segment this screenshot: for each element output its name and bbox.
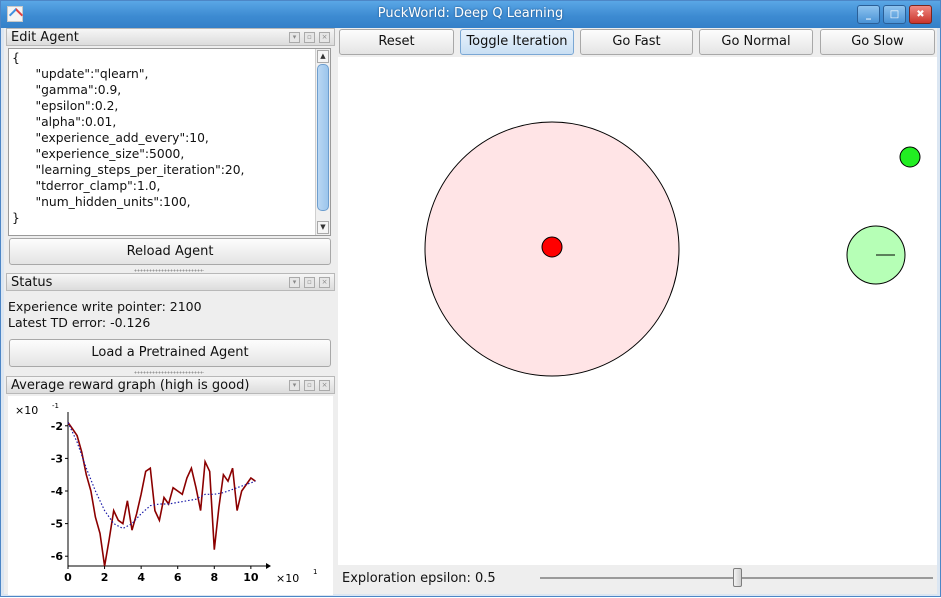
- reward-chart: 0 2 4 6 8 10 -2 -3 -4 -5 -6 ×10 -1 ×10 1: [15, 402, 317, 585]
- panel-close-icon[interactable]: ×: [319, 277, 330, 288]
- go-normal-button[interactable]: Go Normal: [699, 29, 813, 55]
- close-button[interactable]: ✖: [909, 5, 932, 24]
- experience-pointer-text: Experience write pointer: 2100: [8, 299, 202, 314]
- panel-restore-icon[interactable]: ▫: [304, 277, 315, 288]
- epsilon-slider-thumb[interactable]: [733, 568, 742, 587]
- x-tick-label: 6: [174, 571, 182, 584]
- panel-close-icon[interactable]: ×: [319, 32, 330, 43]
- load-pretrained-button[interactable]: Load a Pretrained Agent: [9, 339, 331, 367]
- agent-spec-editor[interactable]: { "update":"qlearn", "gamma":0.9, "epsil…: [8, 48, 331, 236]
- scroll-up-icon[interactable]: ▲: [317, 50, 329, 63]
- toggle-iteration-button[interactable]: Toggle Iteration: [460, 29, 574, 55]
- x-exponent-label: ×10: [276, 572, 299, 585]
- reward-graph-panel: Average reward graph (high is good) ▾ ▫ …: [6, 376, 335, 595]
- x-tick-label: 10: [243, 571, 259, 584]
- x-exponent-power: 1: [313, 568, 317, 576]
- y-tick-label: -6: [51, 550, 64, 563]
- edit-agent-header[interactable]: Edit Agent ▾ ▫ ×: [6, 28, 335, 46]
- scroll-down-icon[interactable]: ▼: [317, 221, 329, 234]
- panel-restore-icon[interactable]: ▫: [304, 32, 315, 43]
- window-title: PuckWorld: Deep Q Learning: [377, 6, 564, 21]
- x-tick-label: 4: [137, 571, 145, 584]
- title-bar[interactable]: PuckWorld: Deep Q Learning _ □ ✖: [1, 1, 940, 28]
- agent-spec-text[interactable]: { "update":"qlearn", "gamma":0.9, "epsil…: [12, 51, 245, 225]
- x-axis-arrow: [266, 563, 271, 569]
- edit-agent-title: Edit Agent: [11, 30, 79, 45]
- app-icon: [7, 6, 23, 22]
- y-tick-label: -5: [51, 518, 63, 531]
- panel-minimize-icon[interactable]: ▾: [289, 32, 300, 43]
- epsilon-bar: Exploration epsilon: 0.5: [338, 565, 937, 594]
- go-fast-button[interactable]: Go Fast: [580, 29, 693, 55]
- status-title: Status: [11, 275, 53, 290]
- maximize-button[interactable]: □: [883, 5, 906, 24]
- editor-scrollbar[interactable]: ▲ ▼: [315, 49, 330, 235]
- y-exponent-label: ×10: [15, 404, 38, 417]
- panel-splitter[interactable]: [134, 371, 204, 374]
- go-slow-button[interactable]: Go Slow: [820, 29, 935, 55]
- epsilon-label: Exploration epsilon: 0.5: [342, 571, 496, 586]
- td-error-text: Latest TD error: -0.126: [8, 315, 151, 330]
- reward-line: [67, 422, 256, 567]
- reward-graph-header[interactable]: Average reward graph (high is good) ▾ ▫ …: [6, 376, 335, 394]
- panel-close-icon[interactable]: ×: [319, 380, 330, 391]
- panel-minimize-icon[interactable]: ▾: [289, 380, 300, 391]
- reward-graph-title: Average reward graph (high is good): [11, 378, 250, 393]
- y-exponent-power: -1: [52, 402, 59, 410]
- enemy-puck: [541, 236, 563, 258]
- target-puck: [899, 146, 921, 168]
- x-tick-label: 2: [101, 571, 109, 584]
- x-tick-label: 8: [210, 571, 218, 584]
- puckworld-scene: [424, 121, 921, 377]
- status-panel: Status ▾ ▫ × Experience write pointer: 2…: [6, 273, 335, 371]
- y-tick-label: -4: [51, 485, 64, 498]
- edit-agent-panel: Edit Agent ▾ ▫ × { "update":"qlearn", "g…: [6, 28, 335, 268]
- average-reward-line: [67, 422, 256, 530]
- y-tick-label: -2: [51, 420, 63, 433]
- main-content: Edit Agent ▾ ▫ × { "update":"qlearn", "g…: [4, 28, 937, 595]
- x-tick-label: 0: [64, 571, 72, 584]
- minimize-button[interactable]: _: [857, 5, 880, 24]
- panel-minimize-icon[interactable]: ▾: [289, 277, 300, 288]
- scroll-thumb[interactable]: [317, 64, 329, 211]
- panel-restore-icon[interactable]: ▫: [304, 380, 315, 391]
- reload-agent-button[interactable]: Reload Agent: [9, 238, 331, 265]
- reset-button[interactable]: Reset: [339, 29, 454, 55]
- puckworld-canvas[interactable]: [338, 57, 937, 565]
- reward-graph: 0 2 4 6 8 10 -2 -3 -4 -5 -6 ×10 -1 ×10 1: [8, 396, 333, 595]
- status-header[interactable]: Status ▾ ▫ ×: [6, 273, 335, 291]
- y-tick-label: -3: [51, 452, 63, 465]
- panel-splitter[interactable]: [134, 269, 204, 272]
